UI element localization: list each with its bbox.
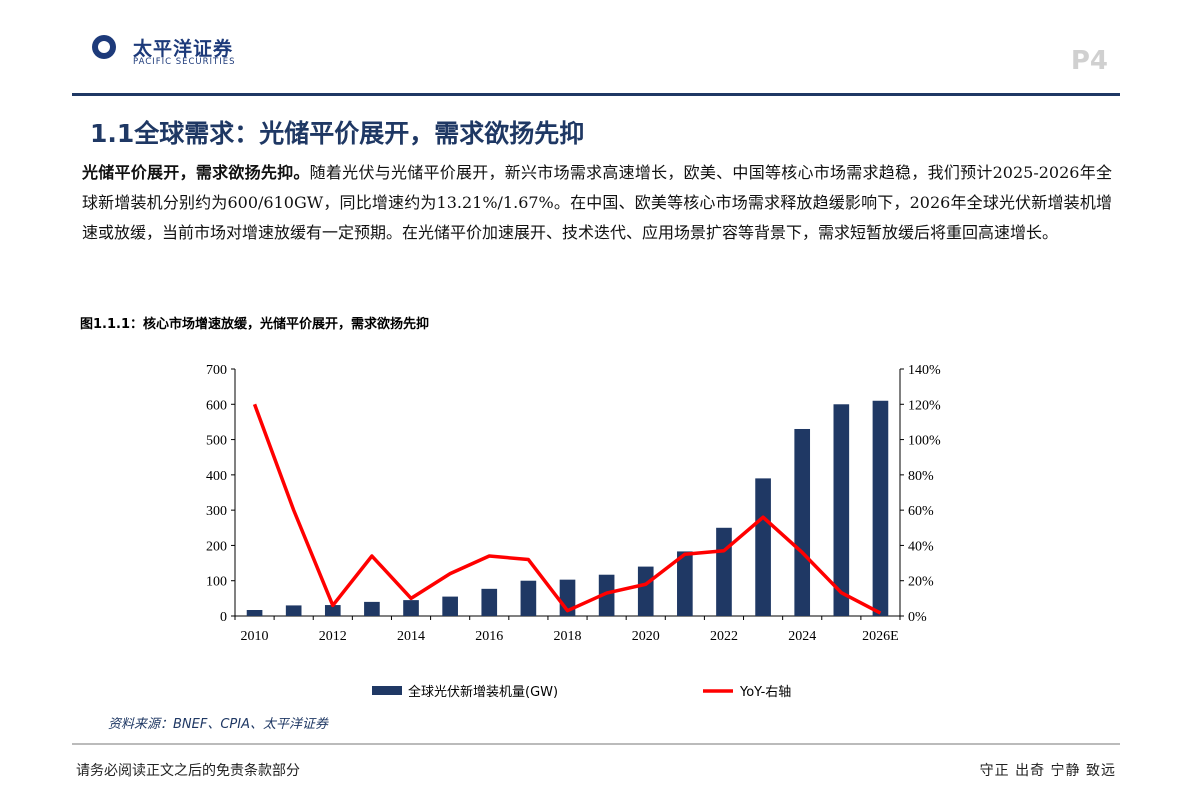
legend-line-label: YoY-右轴 [739, 685, 791, 700]
left-tick-label: 700 [206, 363, 227, 378]
x-tick-label: 2010 [241, 629, 269, 644]
left-tick-label: 500 [206, 434, 227, 449]
left-tick-label: 0 [220, 610, 227, 625]
source-note: 资料来源：BNEF、CPIA、太平洋证券 [108, 717, 328, 732]
x-tick-label: 2022 [710, 629, 738, 644]
x-tick-label: 2018 [554, 629, 582, 644]
logo-text: 太平洋证券 [133, 38, 234, 60]
x-tick-label: 2024 [788, 629, 816, 644]
right-tick-label: 60% [908, 504, 934, 519]
slogan: 守正 出奇 宁静 致远 [979, 763, 1116, 779]
bar-2014 [403, 600, 419, 616]
legend-bar-swatch [372, 686, 402, 695]
left-tick-label: 200 [206, 539, 227, 554]
footer-divider [72, 743, 1120, 745]
right-tick-label: 80% [908, 469, 934, 484]
right-tick-label: 140% [908, 363, 941, 378]
legend-bar-label: 全球光伏新增装机量(GW) [408, 684, 558, 700]
right-tick-label: 120% [908, 398, 941, 413]
disclaimer-note: 请务必阅读正文之后的免责条款部分 [76, 763, 300, 779]
yoy-line [252, 403, 882, 615]
logo-subtext: PACIFIC SECURITIES [133, 57, 236, 67]
bar-2011 [285, 605, 302, 616]
bar-2017 [520, 580, 537, 616]
bar-2013 [364, 601, 380, 616]
bar-2010 [246, 610, 263, 616]
x-tick-label: 2014 [397, 629, 425, 644]
right-tick-label: 0% [908, 610, 927, 625]
x-tick-label: 2026E [862, 629, 899, 644]
paragraph-lead: 光储平价展开，需求欲扬先抑。 [82, 163, 310, 182]
left-tick-label: 300 [206, 504, 227, 519]
bar-2021 [677, 551, 693, 616]
bar-2022 [716, 527, 732, 616]
bar-2023 [755, 478, 771, 616]
right-tick-label: 20% [908, 575, 934, 590]
logo-mark [77, 16, 125, 74]
page-number: P4 [1070, 46, 1108, 76]
bar-2025 [833, 404, 850, 616]
left-tick-label: 400 [206, 469, 227, 484]
bar-2012 [324, 605, 341, 616]
left-tick-label: 600 [206, 398, 227, 413]
bar-2016 [481, 588, 498, 616]
bar-2015 [442, 596, 458, 616]
bar-2020 [637, 566, 654, 616]
left-tick-label: 100 [206, 575, 227, 590]
right-tick-label: 40% [908, 539, 934, 554]
x-tick-label: 2016 [475, 629, 503, 644]
bar-2019 [598, 574, 615, 616]
figure-caption: 图1.1.1：核心市场增速放缓，光储平价展开，需求欲扬先抑 [80, 317, 430, 332]
paragraph-body: 随着光伏与光储平价展开，新兴市场需求高速增长，欧美、中国等核心市场需求趋稳，我们… [82, 163, 1112, 242]
bar-2024 [794, 428, 811, 616]
x-tick-label: 2020 [632, 629, 660, 644]
bar-2026E [872, 400, 889, 616]
header-divider [72, 93, 1120, 96]
body-paragraph: 光储平价展开，需求欲扬先抑。随着光伏与光储平价展开，新兴市场需求高速增长，欧美、… [82, 158, 1112, 248]
right-tick-label: 100% [908, 434, 941, 449]
chart: 0 100 200 300 400 500 600 700 0% 20% 40% 60% 80% 100%… [206, 363, 941, 700]
x-tick-label: 2012 [319, 629, 347, 644]
section-title: 1.1全球需求：光储平价展开，需求欲扬先抑 [90, 119, 585, 148]
